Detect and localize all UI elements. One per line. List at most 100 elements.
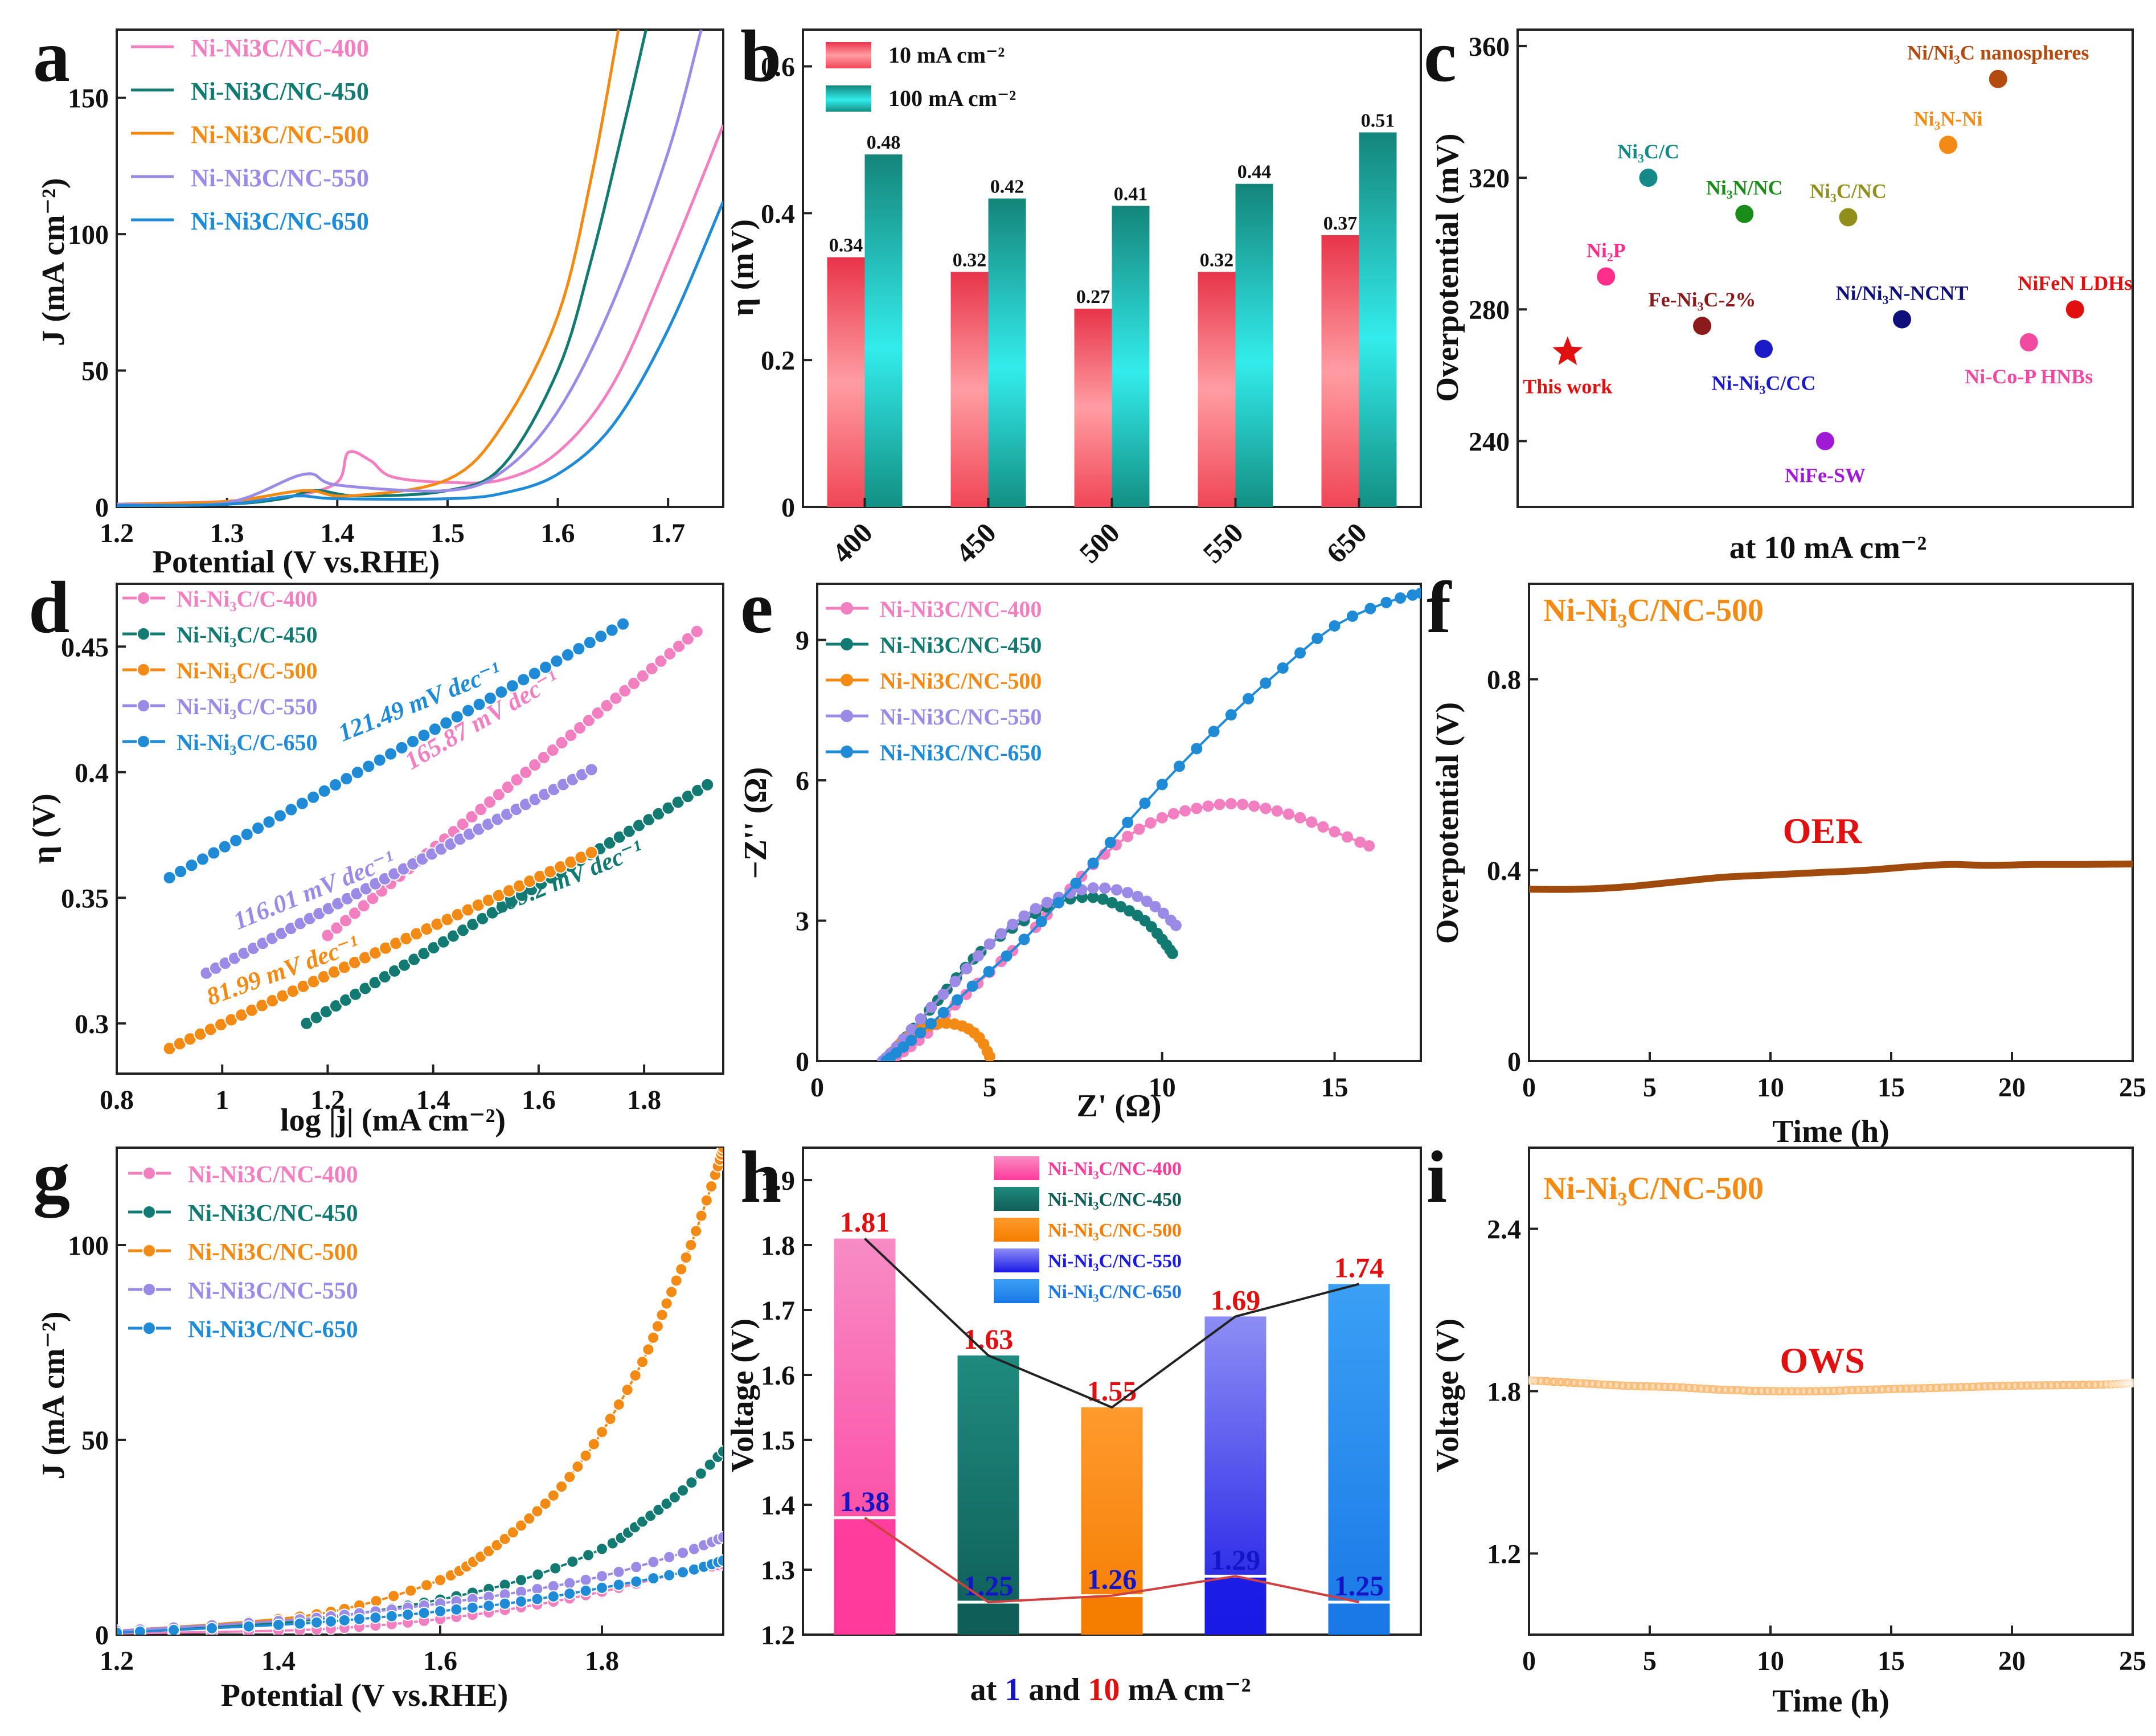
tafel-point xyxy=(573,720,587,735)
tafel-point xyxy=(491,788,506,802)
legend-label: Ni-Ni3C/NC-650 xyxy=(191,207,369,235)
tafel-point xyxy=(510,773,524,787)
stability-point xyxy=(2128,1378,2137,1388)
stability-point xyxy=(2126,1378,2136,1388)
tafel-point xyxy=(483,691,497,705)
nyquist-point xyxy=(1104,837,1116,849)
x-tick-label: 1.4 xyxy=(261,1646,296,1676)
panel-letter-b: b xyxy=(740,15,781,97)
lsv-point xyxy=(612,1578,625,1591)
stability-point xyxy=(1995,1381,2005,1391)
nyquist-point xyxy=(915,1027,927,1039)
nyquist-point xyxy=(1260,677,1272,689)
stability-point xyxy=(1826,1386,1835,1396)
nyquist-point xyxy=(1174,760,1185,772)
stability-point xyxy=(1681,1383,1691,1393)
stability-point xyxy=(1802,1386,1811,1396)
bar-1mA xyxy=(1328,1602,1390,1635)
x-tick-label: 0 xyxy=(810,1072,824,1103)
stability-point xyxy=(1718,1385,1727,1395)
tafel-point xyxy=(339,772,354,786)
lsv-point xyxy=(695,1209,708,1222)
panel-title: Ni-Ni₃C/NC-500 xyxy=(1543,593,1764,628)
y-tick-label: 0.3 xyxy=(75,1009,109,1039)
nyquist-point xyxy=(961,963,973,975)
tafel-point xyxy=(584,763,599,777)
nyquist-point xyxy=(1115,900,1127,912)
lsv-point xyxy=(685,1476,698,1489)
lsv-point xyxy=(700,1194,713,1207)
stability-point xyxy=(2104,1379,2113,1389)
lsv-point xyxy=(310,1616,323,1629)
nyquist-point xyxy=(949,976,961,988)
legend-marker xyxy=(142,1321,156,1335)
tafel-point xyxy=(663,646,677,661)
stability-point xyxy=(2099,1379,2109,1389)
legend-marker xyxy=(137,663,150,677)
lsv-point xyxy=(272,1618,285,1631)
legend-marker xyxy=(142,1205,156,1219)
y-tick-label: 1.9 xyxy=(761,1166,795,1196)
x-tick-label: 5 xyxy=(1643,1646,1657,1676)
nyquist-point xyxy=(1202,800,1214,812)
nyquist-point xyxy=(966,980,978,992)
legend-marker xyxy=(137,627,150,641)
panel-letter-i: i xyxy=(1427,1136,1447,1218)
voltage-label-10mA: 1.69 xyxy=(1211,1284,1261,1316)
tafel-point xyxy=(273,809,287,823)
nyquist-point xyxy=(1294,812,1306,824)
bar-1mA xyxy=(834,1517,896,1635)
stability-point xyxy=(1663,1382,1673,1391)
y-tick-label: 0 xyxy=(1507,1047,1521,1077)
x-tick-label: 1.2 xyxy=(100,518,134,548)
bar-10mA xyxy=(950,272,989,507)
stability-point xyxy=(1591,1379,1600,1389)
tafel-point xyxy=(162,871,177,885)
bar-data-label: 0.37 xyxy=(1323,213,1358,234)
tafel-point xyxy=(328,778,342,792)
y-tick-label: 360 xyxy=(1469,32,1510,62)
stability-point xyxy=(1533,1376,1543,1386)
legend-swatch xyxy=(826,42,871,68)
legend-marker xyxy=(142,1244,156,1258)
lsv-point xyxy=(498,1597,511,1610)
legend-label: Ni-Ni3C/NC-400 xyxy=(191,34,369,62)
lsv-point xyxy=(636,1356,649,1369)
lsv-point xyxy=(647,1572,660,1585)
y-tick-label: 1.2 xyxy=(1487,1540,1521,1570)
nyquist-point xyxy=(1157,907,1169,919)
stability-point xyxy=(1923,1383,1932,1393)
nyquist-point xyxy=(1041,896,1053,908)
stability-point xyxy=(2124,1378,2134,1388)
nyquist-point xyxy=(1415,587,1421,599)
nyquist-point xyxy=(1035,916,1047,928)
lsv-point xyxy=(717,1554,723,1567)
y-tick-label: 9 xyxy=(796,626,809,656)
x-axis-title: Potential (V vs.RHE) xyxy=(221,1678,509,1713)
lsv-point xyxy=(651,1320,664,1333)
legend-label: Ni-Ni3C/NC-400 xyxy=(880,596,1042,622)
lsv-point xyxy=(621,1383,634,1397)
lsv-point xyxy=(690,1225,703,1238)
stability-point xyxy=(1552,1377,1562,1387)
x-tick-label: 1.2 xyxy=(310,1085,345,1115)
lsv-point xyxy=(705,1180,718,1193)
legend-label: Ni-Ni₃C/C-400 xyxy=(177,586,318,612)
x-tick-label: 0 xyxy=(1522,1646,1536,1676)
curve-annotation: OER xyxy=(1783,810,1862,851)
nyquist-point xyxy=(905,1023,917,1035)
tafel-point xyxy=(616,617,630,631)
panel-f-frame xyxy=(1528,583,2134,1062)
stability-point xyxy=(1808,1386,1818,1396)
legend-label: Ni-Ni3C/NC-450 xyxy=(188,1201,358,1227)
x-axis-title-part: and xyxy=(1020,1672,1088,1708)
stability-line xyxy=(1528,1376,2133,1395)
tafel-point xyxy=(317,784,331,798)
bar-100mA xyxy=(1235,183,1273,507)
scatter-point xyxy=(2065,300,2084,319)
lsv-point xyxy=(506,1526,519,1539)
legend-swatch xyxy=(994,1218,1039,1242)
nyquist-point xyxy=(925,1001,937,1013)
y-tick-label: 240 xyxy=(1469,427,1510,457)
nyquist-point xyxy=(1087,891,1099,903)
